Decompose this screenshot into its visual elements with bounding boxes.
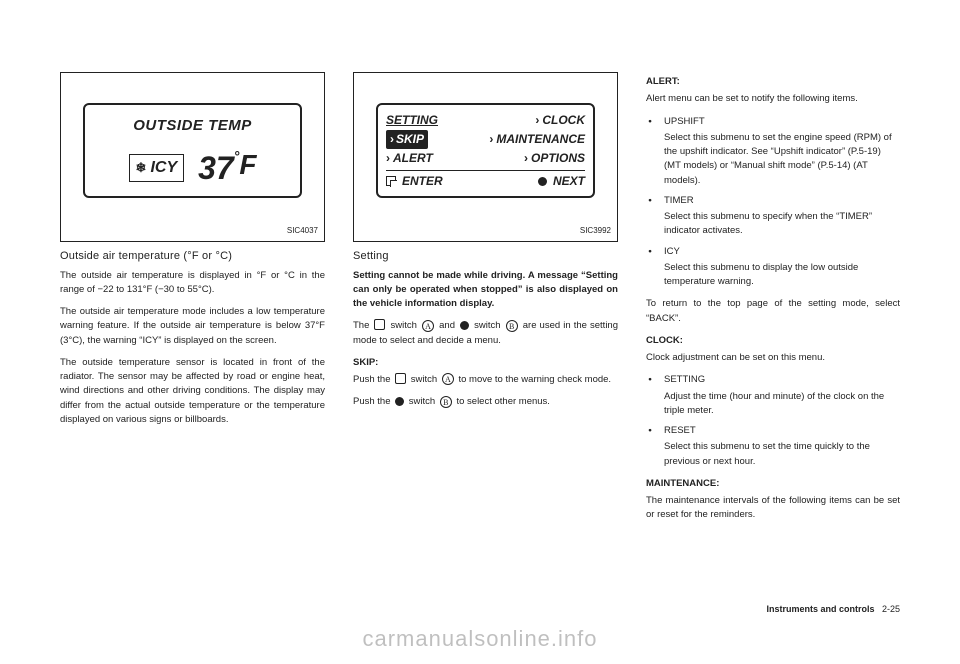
menu-alert: ALERT xyxy=(393,149,433,168)
bullet-icon: • xyxy=(646,115,654,188)
temp-value: 37 xyxy=(198,144,234,192)
icy-body: Select this submenu to display the low o… xyxy=(664,261,900,290)
display-title: OUTSIDE TEMP xyxy=(85,115,300,138)
upshift-body: Select this submenu to set the engine sp… xyxy=(664,131,900,188)
snow-icon: ❄ xyxy=(136,158,147,178)
square-switch-icon xyxy=(395,373,406,384)
menu-options: OPTIONS xyxy=(531,149,585,168)
maintenance-label: MAINTENANCE: xyxy=(646,477,900,491)
chevron-icon: › xyxy=(524,149,528,168)
chevron-icon: › xyxy=(489,130,493,149)
bullet-icon: • xyxy=(646,424,654,469)
maintenance-intro: The maintenance intervals of the followi… xyxy=(646,494,900,523)
outside-temp-p3: The outside temperature sensor is locate… xyxy=(60,356,325,427)
bullet-icon: • xyxy=(646,245,654,290)
circled-b-icon: B xyxy=(506,320,518,332)
menu-enter: ENTER xyxy=(402,172,443,191)
setting-screen: SETTING › CLOCK ›SKIP › MAINTENANCE › AL… xyxy=(376,103,595,198)
chevron-icon: › xyxy=(535,111,539,130)
setting-title: SETTING xyxy=(664,373,900,387)
round-switch-icon xyxy=(460,321,469,330)
figure-label: SIC4037 xyxy=(287,225,318,237)
upshift-title: UPSHIFT xyxy=(664,115,900,129)
enter-icon xyxy=(386,176,396,186)
setting-switch-desc: The switch A and switch B are used in th… xyxy=(353,319,618,348)
reset-body: Select this submenu to set the time quic… xyxy=(664,440,900,469)
return-desc: To return to the top page of the setting… xyxy=(646,297,900,326)
column-1: OUTSIDE TEMP ❄ ICY 37 ° F SIC4037 Outsid… xyxy=(60,72,325,531)
outside-temp-heading: Outside air temperature (°F or °C) xyxy=(60,248,325,265)
figure-label: SIC3992 xyxy=(580,225,611,237)
timer-body: Select this submenu to specify when the … xyxy=(664,210,900,239)
chevron-icon: › xyxy=(386,149,390,168)
round-switch-icon xyxy=(395,397,404,406)
menu-skip-selected: ›SKIP xyxy=(386,130,428,149)
footer-section: Instruments and controls xyxy=(766,604,874,614)
display-main: ❄ ICY 37 ° F xyxy=(85,144,300,192)
outside-temp-p1: The outside air temperature is displayed… xyxy=(60,269,325,298)
setting-body: Adjust the time (hour and minute) of the… xyxy=(664,390,900,419)
icy-label: ICY xyxy=(150,156,177,180)
list-item: • ICY Select this submenu to display the… xyxy=(646,245,900,290)
bullet-icon: • xyxy=(646,194,654,239)
clock-intro: Clock adjustment can be set on this menu… xyxy=(646,351,900,365)
square-switch-icon xyxy=(374,319,385,330)
temp-unit: F xyxy=(239,144,256,186)
list-item: • RESET Select this submenu to set the t… xyxy=(646,424,900,469)
menu-maintenance: MAINTENANCE xyxy=(496,130,585,149)
list-item: • TIMER Select this submenu to specify w… xyxy=(646,194,900,239)
list-item: • SETTING Adjust the time (hour and minu… xyxy=(646,373,900,418)
next-icon xyxy=(538,177,547,186)
alert-label: ALERT: xyxy=(646,75,900,89)
watermark: carmanualsonline.info xyxy=(0,626,960,652)
menu-clock: CLOCK xyxy=(542,111,585,130)
circled-a-icon: A xyxy=(422,320,434,332)
setting-heading: Setting xyxy=(353,248,618,265)
column-2: SETTING › CLOCK ›SKIP › MAINTENANCE › AL… xyxy=(353,72,618,531)
display-screen: OUTSIDE TEMP ❄ ICY 37 ° F xyxy=(83,103,302,198)
circled-a-icon: A xyxy=(442,373,454,385)
circled-b-icon: B xyxy=(440,396,452,408)
figure-setting-menu: SETTING › CLOCK ›SKIP › MAINTENANCE › AL… xyxy=(353,72,618,242)
menu-next: NEXT xyxy=(553,172,585,191)
clock-list: • SETTING Adjust the time (hour and minu… xyxy=(646,373,900,469)
icy-badge: ❄ ICY xyxy=(129,154,185,182)
alert-intro: Alert menu can be set to notify the foll… xyxy=(646,92,900,106)
list-item: • UPSHIFT Select this submenu to set the… xyxy=(646,115,900,188)
temperature-reading: 37 ° F xyxy=(198,144,256,192)
clock-label: CLOCK: xyxy=(646,334,900,348)
bullet-icon: • xyxy=(646,373,654,418)
skip-desc: Push the switch A to move to the warning… xyxy=(353,373,618,387)
footer-page: 2-25 xyxy=(882,604,900,614)
figure-outside-temp: OUTSIDE TEMP ❄ ICY 37 ° F SIC4037 xyxy=(60,72,325,242)
column-3: ALERT: Alert menu can be set to notify t… xyxy=(646,72,900,531)
timer-title: TIMER xyxy=(664,194,900,208)
setting-warning: Setting cannot be made while driving. A … xyxy=(353,269,618,312)
alert-list: • UPSHIFT Select this submenu to set the… xyxy=(646,115,900,290)
page-footer: Instruments and controls 2-25 xyxy=(766,604,900,614)
reset-title: RESET xyxy=(664,424,900,438)
menu-setting: SETTING xyxy=(386,111,438,130)
skip-label: SKIP: xyxy=(353,356,618,370)
icy-title: ICY xyxy=(664,245,900,259)
next-desc: Push the switch B to select other menus. xyxy=(353,395,618,409)
outside-temp-p2: The outside air temperature mode include… xyxy=(60,305,325,348)
